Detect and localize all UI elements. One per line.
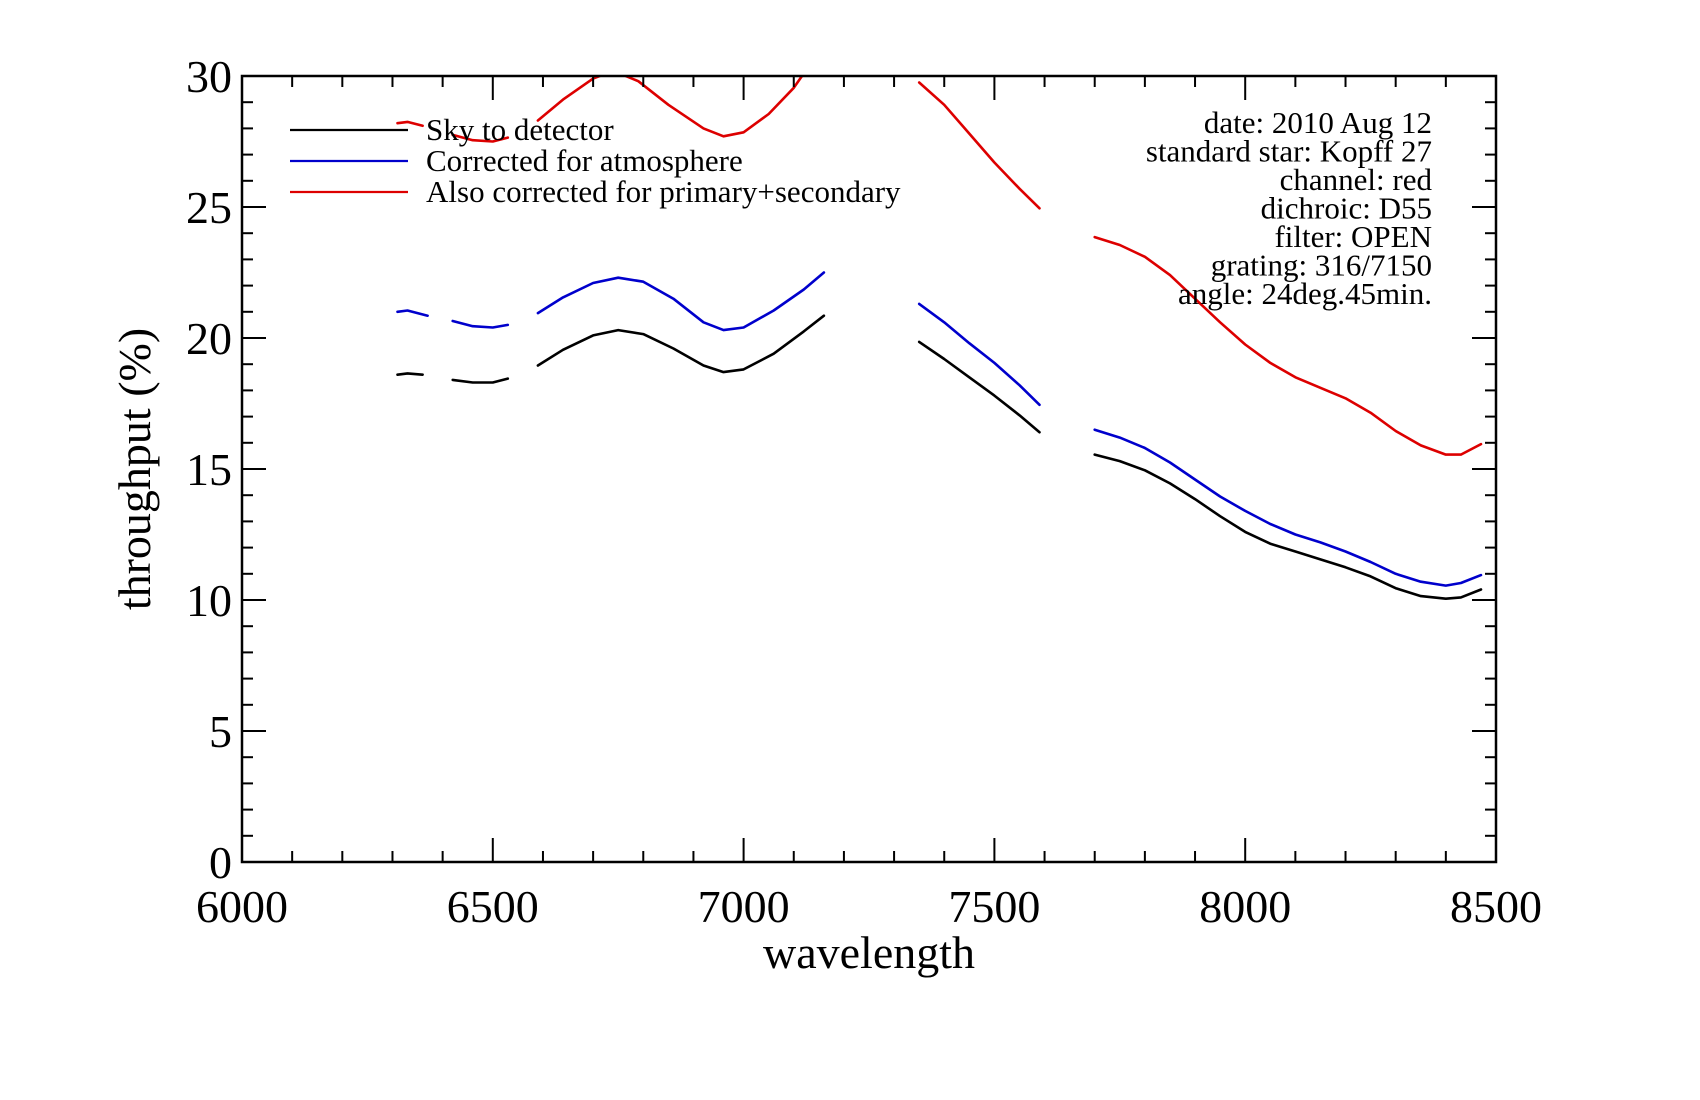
series-2-segment [536, 271, 826, 332]
series-2-segment [451, 319, 510, 329]
x-tick-label: 7500 [948, 881, 1040, 932]
x-tick-label: 8000 [1199, 881, 1291, 932]
x-tick-label: 6000 [196, 881, 288, 932]
series-1-segment [917, 340, 1041, 434]
legend-label: Corrected for atmosphere [426, 143, 743, 178]
info-line: filter: OPEN [1274, 219, 1432, 254]
series-3-segment [1093, 235, 1483, 456]
info-line: grating: 316/7150 [1211, 248, 1432, 283]
y-tick-label: 20 [186, 313, 232, 364]
y-tick-label: 5 [209, 706, 232, 757]
plot-frame [240, 74, 1498, 864]
series-2-segment [917, 302, 1041, 407]
y-tick-label: 15 [186, 444, 232, 495]
x-tick-label: 8500 [1450, 881, 1542, 932]
legend-label: Also corrected for primary+secondary [426, 174, 901, 209]
axis-ticks [241, 75, 1497, 863]
info-line: angle: 24deg.45min. [1178, 276, 1432, 311]
x-tick-label: 6500 [447, 881, 539, 932]
x-axis-title: wavelength [763, 927, 975, 978]
legend-label: Sky to detector [426, 112, 614, 147]
y-tick-label: 0 [209, 837, 232, 888]
series-1-segment [451, 377, 510, 384]
series-3-segment [451, 133, 510, 143]
series-1-segment [396, 372, 424, 376]
info-line: date: 2010 Aug 12 [1204, 105, 1432, 140]
series-3-segment [917, 81, 1041, 210]
y-tick-label: 30 [186, 51, 232, 102]
y-tick-label: 25 [186, 182, 232, 233]
info-line: channel: red [1280, 162, 1433, 197]
y-axis-title: throughput (%) [109, 328, 160, 610]
info-line: standard star: Kopff 27 [1146, 134, 1432, 169]
info-line: dichroic: D55 [1261, 191, 1432, 226]
x-tick-label: 7000 [698, 881, 790, 932]
series-3-segment [536, 76, 804, 138]
series-2-segment [1093, 428, 1483, 587]
series-2-segment [396, 309, 429, 317]
series-1-segment [1093, 453, 1483, 600]
series-layer [396, 76, 1483, 600]
y-tick-label: 10 [186, 575, 232, 626]
series-1-segment [536, 314, 826, 374]
series-3-segment [396, 120, 424, 128]
